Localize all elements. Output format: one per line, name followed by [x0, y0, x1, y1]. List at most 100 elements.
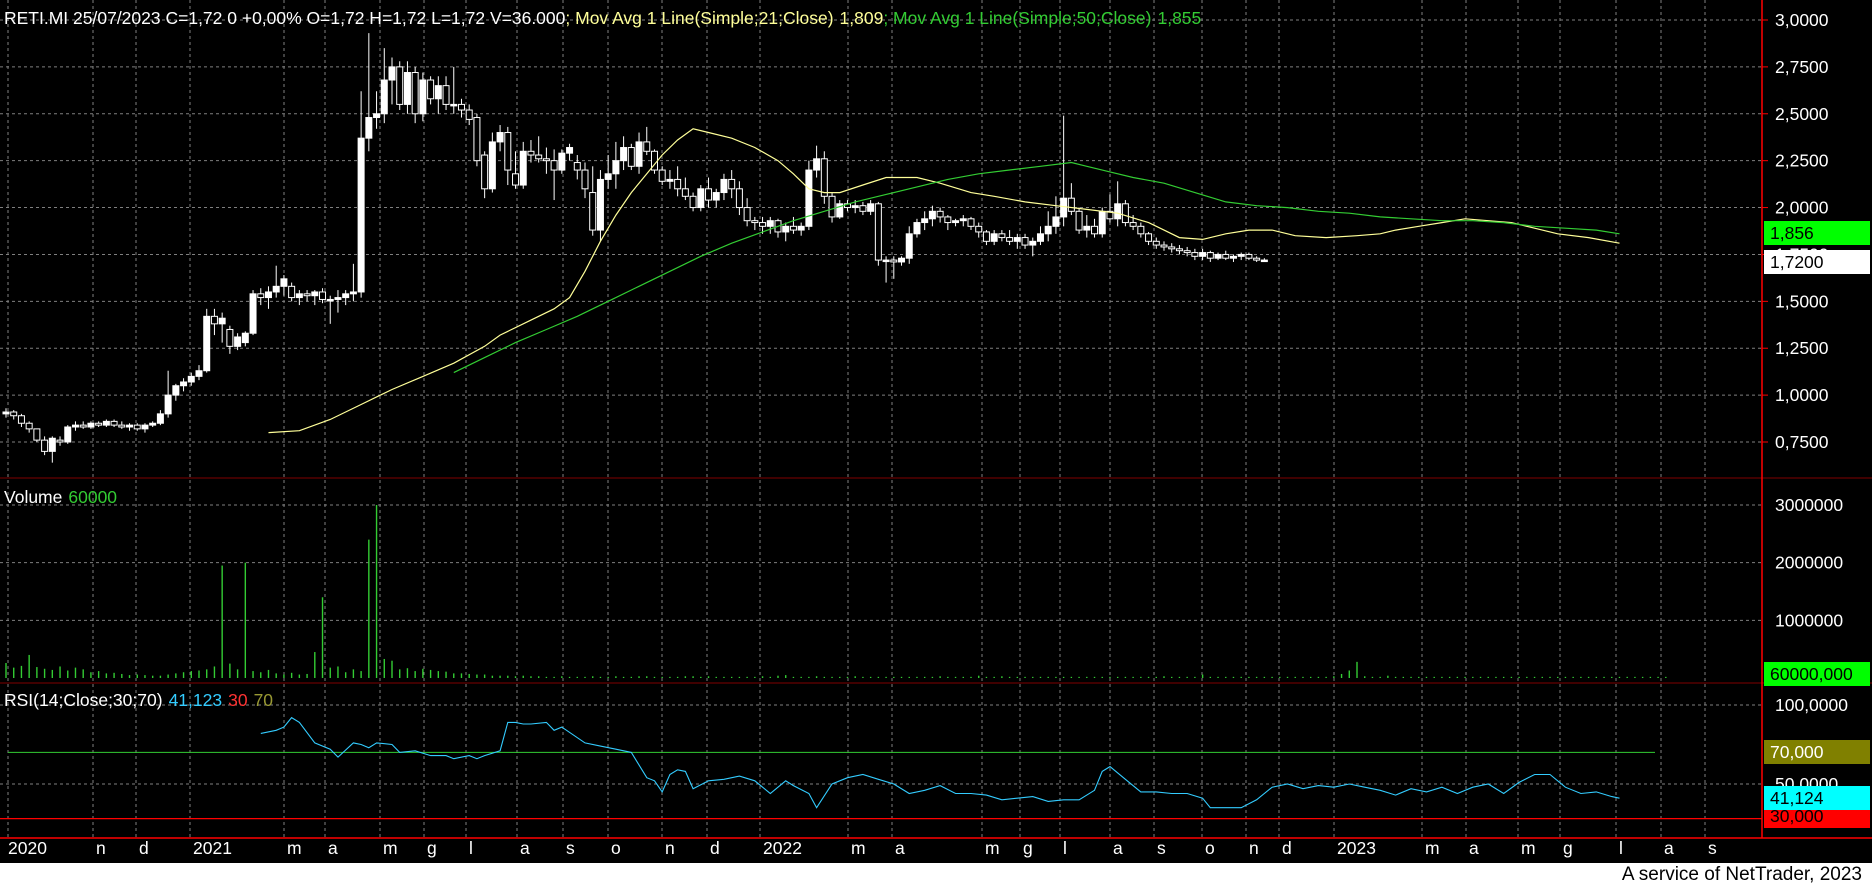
candle-body: [604, 173, 612, 180]
x-tick-label: a: [895, 838, 905, 858]
candle-body: [488, 141, 496, 190]
candle-body: [2, 411, 10, 415]
candle-body: [828, 195, 836, 218]
candle-body: [280, 278, 288, 287]
candle-body: [967, 218, 975, 227]
candle-body: [149, 422, 157, 426]
ma21-line: [268, 128, 1620, 434]
candle-body: [473, 117, 481, 162]
x-tick-label: g: [427, 838, 437, 858]
rsi-tag-value-bg: [1764, 786, 1870, 810]
candle-body: [349, 291, 357, 295]
candle-body: [928, 210, 936, 220]
candle-body: [874, 203, 882, 261]
candle-body: [705, 188, 713, 201]
candle-body: [1199, 252, 1207, 257]
candle-body: [56, 439, 64, 443]
volume-legend: Volume 60000: [4, 487, 117, 507]
candle-body: [1237, 253, 1245, 257]
candle-body: [326, 298, 334, 302]
candle-body: [975, 225, 983, 233]
candle-body: [581, 169, 589, 190]
candle-body: [257, 293, 265, 299]
candle-body: [635, 141, 643, 167]
candle-body: [1036, 233, 1044, 242]
candle-body: [234, 336, 242, 347]
candle-body: [450, 103, 458, 107]
x-tick-label: l: [1619, 838, 1623, 858]
candle-body: [87, 422, 95, 428]
price-tag-close-bg: [1764, 250, 1870, 274]
rsi-legend: RSI(14;Close;30;70) 41,123 30 70: [4, 690, 273, 710]
rsi-tag-70: 70,000: [1770, 742, 1824, 762]
candle-body: [79, 424, 87, 428]
ma50-legend-value: 1,855: [1157, 8, 1201, 28]
candle-body: [41, 439, 49, 452]
candle-body: [64, 426, 72, 443]
moving-averages: [268, 128, 1620, 434]
candle-body: [427, 79, 435, 100]
candle-body: [311, 291, 319, 297]
candle-body: [913, 222, 921, 235]
price-tick-label: 1,0000: [1775, 385, 1829, 405]
candle-body: [71, 424, 79, 428]
candle-body: [1129, 222, 1137, 227]
candle-body: [1060, 197, 1068, 218]
x-tick-label: a: [1664, 838, 1674, 858]
candle-body: [898, 257, 906, 263]
candle-body: [519, 150, 527, 186]
candle-body: [751, 220, 759, 224]
candle-body: [1152, 240, 1160, 246]
candle-body: [403, 72, 411, 105]
candle-body: [1083, 225, 1091, 231]
candle-body: [1191, 252, 1199, 257]
candle-body: [573, 162, 581, 171]
x-tick-label: s: [1157, 838, 1166, 858]
candle-body: [411, 72, 419, 115]
volume-tick-label: 1000000: [1775, 610, 1843, 630]
candle-body: [1175, 248, 1183, 252]
candle-body: [373, 113, 381, 119]
candle-body: [1013, 237, 1021, 242]
candle-body: [512, 173, 520, 186]
volume-bars: [5, 505, 1667, 678]
candle-body: [666, 178, 674, 182]
rsi-line: [260, 716, 1620, 809]
candle-body: [759, 222, 767, 227]
ma50-line: [453, 161, 1620, 374]
x-tick-label: m: [985, 838, 1000, 858]
price-tick-label: 1,2500: [1775, 338, 1829, 358]
candle-body: [627, 147, 635, 167]
candle-body: [959, 218, 967, 222]
candle-body: [17, 415, 25, 424]
x-tick-label: d: [710, 838, 720, 858]
candle-body: [712, 192, 720, 201]
candle-body: [728, 178, 736, 190]
x-tick-label: n: [1249, 838, 1259, 858]
x-tick-label: g: [1023, 838, 1033, 858]
candle-body: [998, 233, 1006, 239]
candle-body: [789, 225, 797, 231]
candle-body: [952, 220, 960, 224]
axes: [0, 0, 1872, 839]
volume-legend-value: 60000: [68, 487, 117, 507]
x-tick-label: 2023: [1337, 838, 1376, 858]
x-tick-label: g: [1563, 838, 1573, 858]
candle-body: [535, 154, 543, 160]
candle-body: [164, 394, 172, 415]
candle-body: [241, 332, 249, 344]
candle-body: [1260, 259, 1268, 263]
ma21-legend-label: ; Mov Avg 1 Line(Simple;21;Close): [565, 8, 833, 28]
candle-body: [836, 203, 844, 218]
candle-body: [867, 203, 875, 212]
candle-body: [681, 188, 689, 197]
price-tick-label: 2,0000: [1775, 198, 1829, 218]
x-tick-label: a: [520, 838, 530, 858]
candle-body: [342, 293, 350, 299]
x-tick-label: d: [139, 838, 149, 858]
x-tick-label: 2020: [8, 838, 47, 858]
candle-body: [805, 169, 813, 227]
candle-body: [180, 381, 188, 387]
candle-body: [156, 413, 164, 424]
x-tick-label: 2022: [763, 838, 802, 858]
